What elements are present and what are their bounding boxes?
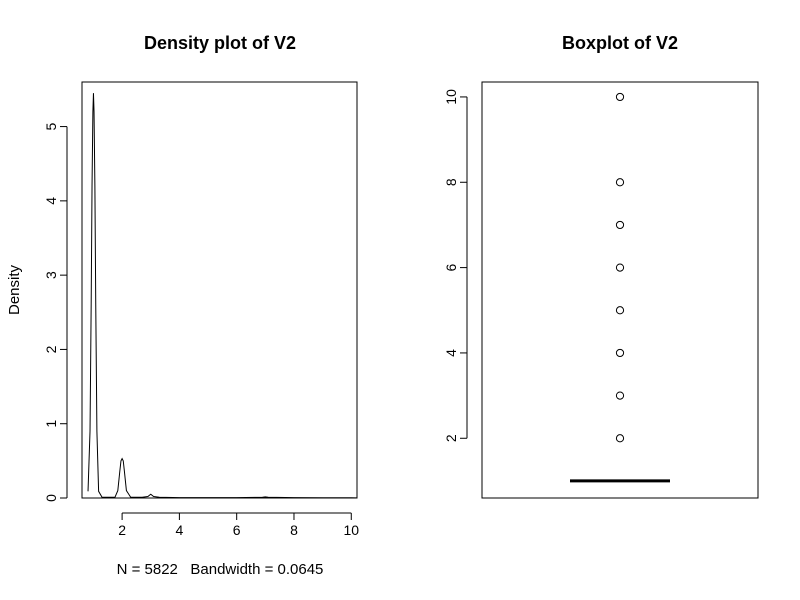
boxplot-outlier [615, 220, 625, 230]
boxplot-outlier [615, 263, 625, 272]
density-plot-title: Density plot of V2 [144, 33, 296, 53]
boxplot-y-tick-label: 6 [443, 263, 459, 271]
density-x-tick-label: 2 [118, 522, 126, 538]
density-y-tick-label: 3 [43, 271, 59, 279]
boxplot-outlier [615, 178, 625, 187]
boxplot-outlier [615, 348, 625, 358]
density-x-tick-label: 6 [233, 522, 241, 538]
density-x-tick-label: 10 [343, 522, 359, 538]
density-y-tick-label: 0 [43, 494, 59, 502]
boxplot-y-tick-label: 2 [443, 434, 459, 442]
density-plot-frame [81, 81, 358, 499]
boxplot-frame [481, 81, 759, 499]
boxplot-outlier [615, 391, 625, 400]
boxplot-y-tick-label: 4 [443, 349, 459, 357]
density-plot-panel: Density plot of V2 Density N = 5822 Band… [6, 33, 359, 578]
boxplot-panel: Boxplot of V2 2 4 6 8 10 [443, 33, 759, 499]
density-x-tick-label: 8 [290, 522, 298, 538]
boxplot-title: Boxplot of V2 [562, 33, 678, 53]
boxplot-outlier [615, 434, 625, 443]
boxplot-outlier [615, 306, 625, 315]
density-x-axis-label: N = 5822 Bandwidth = 0.0645 [117, 561, 324, 578]
density-x-tick-label: 4 [175, 522, 183, 538]
boxplot-outlier [615, 92, 625, 102]
boxplot-y-tick-label: 10 [443, 89, 459, 105]
boxplot-y-tick-label: 8 [443, 178, 459, 186]
density-y-tick-label: 4 [43, 197, 59, 205]
density-y-tick-label: 2 [43, 345, 59, 353]
density-y-tick-label: 5 [43, 122, 59, 130]
density-y-tick-label: 1 [43, 420, 59, 428]
density-y-axis-label: Density [6, 264, 23, 315]
density-curve [87, 93, 357, 499]
